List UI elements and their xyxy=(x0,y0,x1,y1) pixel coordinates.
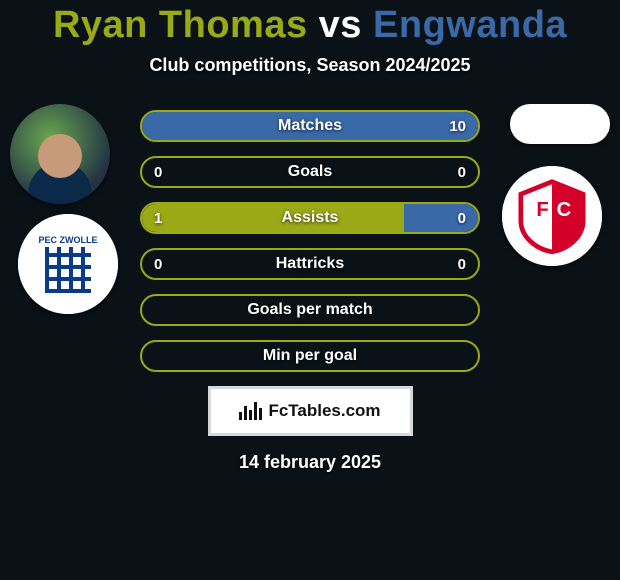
stat-right-value: 10 xyxy=(449,118,466,135)
stat-label: Hattricks xyxy=(142,255,478,273)
footer-date: 14 february 2025 xyxy=(0,452,620,473)
svg-text:F: F xyxy=(536,199,548,221)
brand-logo-icon xyxy=(239,402,262,420)
stat-left-value: 0 xyxy=(154,164,162,181)
stat-row: Min per goal xyxy=(140,340,480,372)
stat-label: Goals xyxy=(142,163,478,181)
stat-row: Matches10 xyxy=(140,110,480,142)
stat-row: Goals per match xyxy=(140,294,480,326)
utrecht-shield-icon: F C xyxy=(513,177,591,255)
stat-row: Goals0 0 xyxy=(140,156,480,188)
brand-box: FcTables.com xyxy=(208,386,413,436)
stat-label: Goals per match xyxy=(142,301,478,319)
stat-right-value: 0 xyxy=(458,256,466,273)
left-club-name: PEC ZWOLLE xyxy=(39,235,98,245)
left-player-photo xyxy=(10,104,110,204)
right-player-photo xyxy=(510,104,610,144)
subtitle: Club competitions, Season 2024/2025 xyxy=(0,55,620,76)
stat-left-value: 1 xyxy=(154,210,162,227)
comparison-content: PEC ZWOLLE F C Matches10Goals00Assists10… xyxy=(0,104,620,473)
svg-text:C: C xyxy=(557,199,572,221)
title-right: Engwanda xyxy=(373,4,567,46)
right-club-badge: F C xyxy=(502,166,602,266)
stat-bars: Matches10Goals00Assists10Hattricks00Goal… xyxy=(140,104,480,372)
stat-row: Hattricks0 0 xyxy=(140,248,480,280)
stat-right-value: 0 xyxy=(458,164,466,181)
title-left: Ryan Thomas xyxy=(53,4,308,46)
stat-right-value: 0 xyxy=(458,210,466,227)
stat-row: Assists1 0 xyxy=(140,202,480,234)
stat-left-value: 0 xyxy=(154,256,162,273)
stat-label: Assists xyxy=(142,209,478,227)
brand-text: FcTables.com xyxy=(268,401,380,421)
left-club-badge: PEC ZWOLLE xyxy=(18,214,118,314)
comparison-title: Ryan Thomas vs Engwanda xyxy=(0,0,620,47)
stat-label: Matches xyxy=(142,117,478,135)
title-vs: vs xyxy=(319,4,362,46)
stat-label: Min per goal xyxy=(142,347,478,365)
